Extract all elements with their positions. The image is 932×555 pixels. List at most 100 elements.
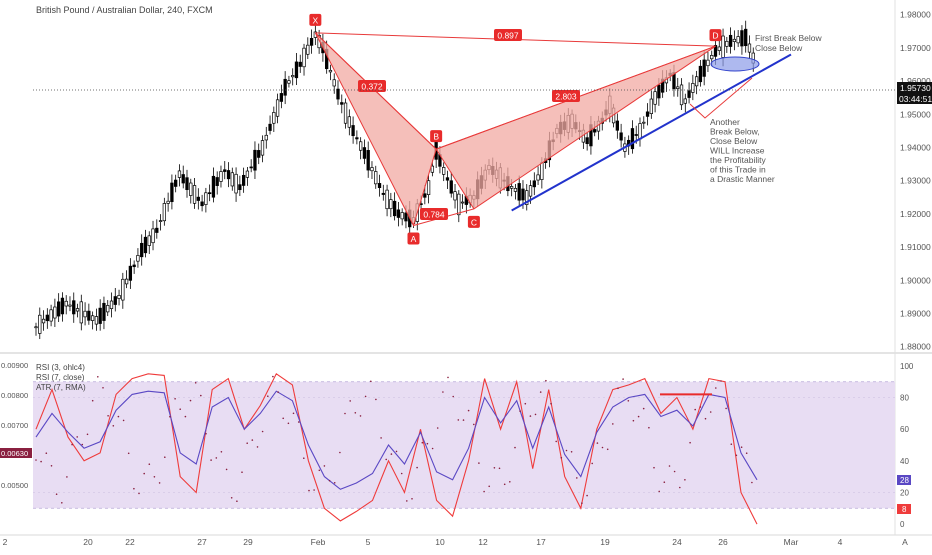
candle-up (230, 172, 234, 187)
candle-up (158, 220, 163, 222)
candle-up (49, 309, 53, 322)
atr-dot (740, 446, 743, 449)
atr-dot (709, 411, 712, 413)
atr-dot (297, 421, 300, 423)
ratio-value: 0.372 (361, 82, 383, 92)
atr-dot (122, 419, 125, 422)
atr-dot (267, 395, 269, 398)
candle-up (736, 36, 740, 44)
candle-down (585, 137, 589, 145)
atr-dot (653, 466, 655, 469)
candle-down (449, 180, 453, 194)
candle-up (147, 235, 151, 246)
candle-down (355, 137, 359, 140)
date-tick-label: A (902, 537, 908, 547)
candle-down (630, 128, 635, 150)
atr-dot (524, 402, 527, 405)
candle-up (94, 316, 99, 325)
atr-tick-label: 0.00900 (1, 361, 28, 370)
candle-up (513, 187, 518, 192)
candle-down (208, 192, 212, 195)
rsi-slow-badge (897, 475, 911, 485)
atr-dot (91, 399, 94, 402)
atr-dot (277, 391, 279, 393)
candle-up (706, 59, 710, 67)
candle-up (136, 255, 140, 262)
atr-value: 0.00630 (1, 449, 28, 458)
candle-up (264, 134, 268, 141)
candle-up (275, 99, 280, 117)
candle-up (460, 201, 465, 204)
candle-up (272, 112, 276, 124)
candle-up (83, 310, 87, 318)
note-another-break: the Profitability (710, 155, 766, 165)
atr-dot (560, 456, 563, 459)
point-label: X (313, 15, 319, 25)
atr-dot (617, 387, 619, 390)
atr-dot (406, 500, 408, 502)
price-tick-label: 1.90000 (900, 275, 931, 285)
date-tick-label: 20 (83, 537, 93, 547)
candle-down (381, 192, 385, 195)
note-first-break: First Break Below (755, 33, 822, 43)
atr-dot (225, 468, 228, 471)
atr-dot (555, 440, 557, 443)
candle-down (423, 193, 427, 198)
rsi-tick-label: 20 (900, 488, 909, 497)
atr-dot (292, 412, 295, 415)
ratio-value: 0.897 (497, 31, 519, 41)
price-tick-label: 1.98000 (900, 10, 931, 20)
candle-up (306, 44, 310, 55)
ratio-label: 2.803 (552, 90, 580, 102)
candle-up (426, 180, 431, 195)
candle-down (60, 297, 65, 315)
candle-down (687, 90, 691, 98)
rsi-tick-label: 100 (900, 362, 914, 371)
atr-dot (534, 413, 537, 416)
candle-up (219, 171, 223, 182)
atr-dot (117, 415, 120, 418)
date-tick-label: 26 (718, 537, 728, 547)
atr-dot (112, 425, 115, 427)
atr-dot (457, 419, 460, 421)
candle-down (128, 265, 133, 281)
pattern-triangle-xab (314, 32, 437, 227)
candle-down (336, 88, 340, 100)
price-tick-label: 1.93000 (900, 176, 931, 186)
candle-down (143, 236, 148, 254)
atr-dot (370, 380, 372, 383)
candle-up (649, 98, 653, 114)
candle-down (517, 183, 521, 201)
candle-down (698, 65, 703, 83)
atr-dot (745, 452, 748, 455)
atr-dot (570, 451, 573, 453)
atr-dot (220, 451, 223, 453)
price-tick-label: 1.91000 (900, 242, 931, 252)
candle-up (287, 80, 291, 84)
atr-dot (107, 415, 109, 417)
candle-down (294, 61, 299, 79)
countdown-value: 03:44:51 (899, 94, 932, 104)
candle-up (540, 162, 544, 180)
atr-dot (282, 417, 285, 420)
atr-dot (349, 400, 352, 402)
candle-down (253, 149, 257, 171)
atr-dot (400, 472, 403, 475)
atr-dot (467, 409, 470, 412)
candle-up (192, 185, 197, 204)
atr-dot (323, 465, 326, 467)
point-badge (309, 13, 322, 26)
atr-dot (158, 482, 161, 484)
rsi-panel: 1008060402000.009000.008000.007000.00600… (1, 361, 914, 529)
rsi-slow-value: 28 (900, 476, 909, 485)
atr-dot (246, 442, 248, 445)
candle-up (302, 47, 306, 68)
candle-up (234, 173, 238, 194)
atr-dot (483, 490, 485, 493)
atr-dot (663, 481, 666, 484)
candle-up (332, 79, 336, 87)
atr-dot (390, 453, 393, 455)
current-price-badge (897, 82, 932, 93)
